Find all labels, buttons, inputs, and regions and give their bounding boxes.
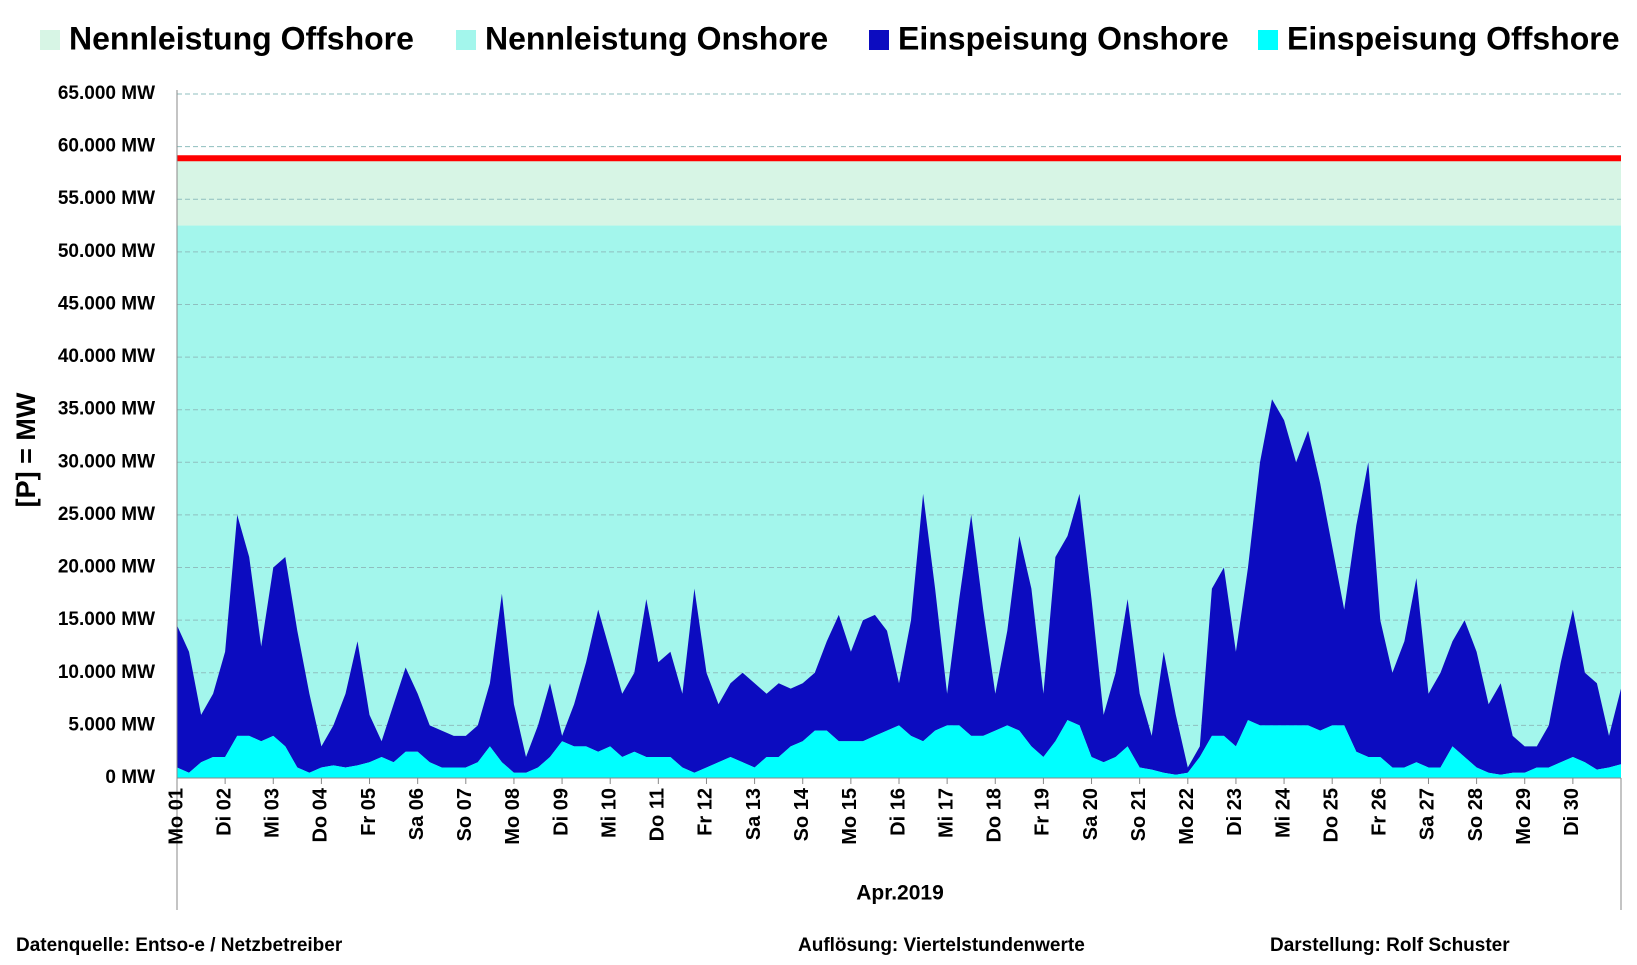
legend-swatch (869, 30, 889, 50)
y-tick-label: 35.000 MW (58, 399, 155, 420)
legend-swatch (456, 30, 476, 50)
footer-resolution: Auflösung: Viertelstundenwerte (798, 935, 1085, 956)
footer-source: Datenquelle: Entso-e / Netzbetreiber (16, 935, 343, 956)
y-tick-label: 10.000 MW (58, 662, 155, 683)
x-tick-label: Fr 26 (1369, 788, 1391, 836)
y-axis-title: [P] = MW (11, 392, 41, 507)
x-tick-label: So 14 (791, 787, 813, 841)
y-tick-label: 20.000 MW (58, 557, 155, 578)
x-tick-label: Mo 29 (1513, 788, 1535, 845)
y-tick-label: 60.000 MW (58, 136, 155, 157)
y-tick-label: 65.000 MW (58, 83, 155, 104)
y-tick-label: 15.000 MW (58, 609, 155, 630)
x-tick-label: Sa 06 (406, 788, 428, 840)
x-tick-label: Mo 01 (165, 788, 187, 845)
x-tick-label: So 21 (1128, 788, 1150, 841)
legend-label: Nennleistung Onshore (485, 20, 828, 56)
x-tick-label: Fr 05 (358, 788, 380, 836)
y-tick-label: 0 MW (105, 767, 155, 788)
x-tick-label: Mo 22 (1176, 788, 1198, 845)
x-tick-label: Sa 27 (1417, 788, 1439, 840)
legend-label: Einspeisung Onshore (898, 20, 1229, 56)
y-tick-label: 50.000 MW (58, 241, 155, 262)
y-tick-label: 45.000 MW (58, 293, 155, 314)
x-tick-label: Mo 08 (502, 788, 524, 845)
y-tick-label: 55.000 MW (58, 188, 155, 209)
x-tick-label: Di 30 (1561, 788, 1583, 836)
x-tick-label: Sa 20 (1080, 788, 1102, 840)
x-tick-label: Mo 15 (839, 788, 861, 845)
x-tick-label: Mi 03 (262, 788, 284, 838)
x-tick-label: Do 04 (310, 787, 332, 842)
legend-label: Nennleistung Offshore (69, 20, 414, 56)
x-tick-label: So 07 (454, 788, 476, 841)
x-tick-label: Di 23 (1224, 788, 1246, 836)
legend-swatch (1258, 30, 1278, 50)
x-tick-label: So 28 (1465, 788, 1487, 841)
x-tick-label: Di 02 (213, 788, 235, 836)
x-tick-label: Sa 13 (743, 788, 765, 840)
x-axis-title: Apr.2019 (856, 882, 944, 905)
x-tick-label: Fr 12 (695, 788, 717, 836)
area-offshore (177, 720, 1621, 778)
y-tick-label: 25.000 MW (58, 504, 155, 525)
capacity-offshore-band (177, 158, 1621, 226)
x-tick-label: Di 09 (550, 788, 572, 836)
legend-label: Einspeisung Offshore (1287, 20, 1619, 56)
x-tick-label: Mi 24 (1272, 787, 1294, 838)
x-tick-label: Do 18 (984, 788, 1006, 842)
y-tick-label: 40.000 MW (58, 346, 155, 367)
x-tick-label: Di 16 (887, 788, 909, 836)
x-tick-label: Do 25 (1320, 788, 1342, 842)
x-tick-label: Fr 19 (1032, 788, 1054, 836)
x-tick-label: Mi 17 (935, 788, 957, 838)
y-tick-label: 5.000 MW (68, 714, 155, 735)
x-tick-label: Mi 10 (598, 788, 620, 838)
legend-swatch (40, 30, 60, 50)
x-tick-label: Do 11 (647, 788, 669, 841)
footer-author: Darstellung: Rolf Schuster (1270, 935, 1510, 956)
area-onshore (177, 399, 1621, 775)
y-tick-label: 30.000 MW (58, 451, 155, 472)
